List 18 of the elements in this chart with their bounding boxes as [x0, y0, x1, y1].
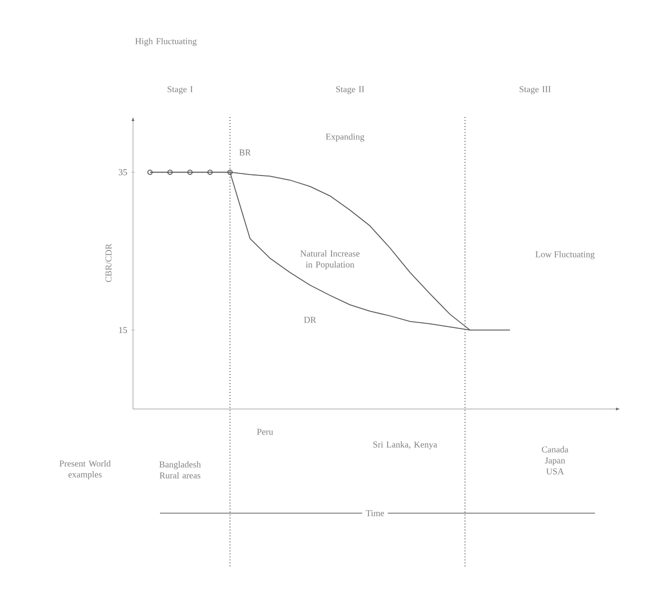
- y-axis-title: CBR/CDR: [106, 244, 112, 282]
- text: Canada Japan USA: [542, 446, 568, 474]
- text: Present World examples: [59, 460, 111, 480]
- text: Peru: [257, 428, 274, 435]
- y-tick-label: 15: [119, 327, 128, 334]
- text: DR: [304, 316, 316, 323]
- annotation: Natural Increase in Population: [300, 250, 360, 270]
- text: Sri Lanka, Kenya: [373, 441, 438, 450]
- text: Low Fluctuating: [536, 251, 595, 260]
- text: Stage II: [336, 86, 364, 94]
- text: Time: [366, 510, 384, 516]
- text: Bangladesh Rural areas: [159, 461, 201, 478]
- series-label: BR: [239, 150, 251, 156]
- text: Stage I: [168, 86, 193, 94]
- y-tick-label: 35: [118, 169, 128, 176]
- annotation: Expanding: [326, 133, 364, 142]
- text: High Fluctuating: [135, 38, 197, 46]
- text: Stage III: [520, 86, 551, 94]
